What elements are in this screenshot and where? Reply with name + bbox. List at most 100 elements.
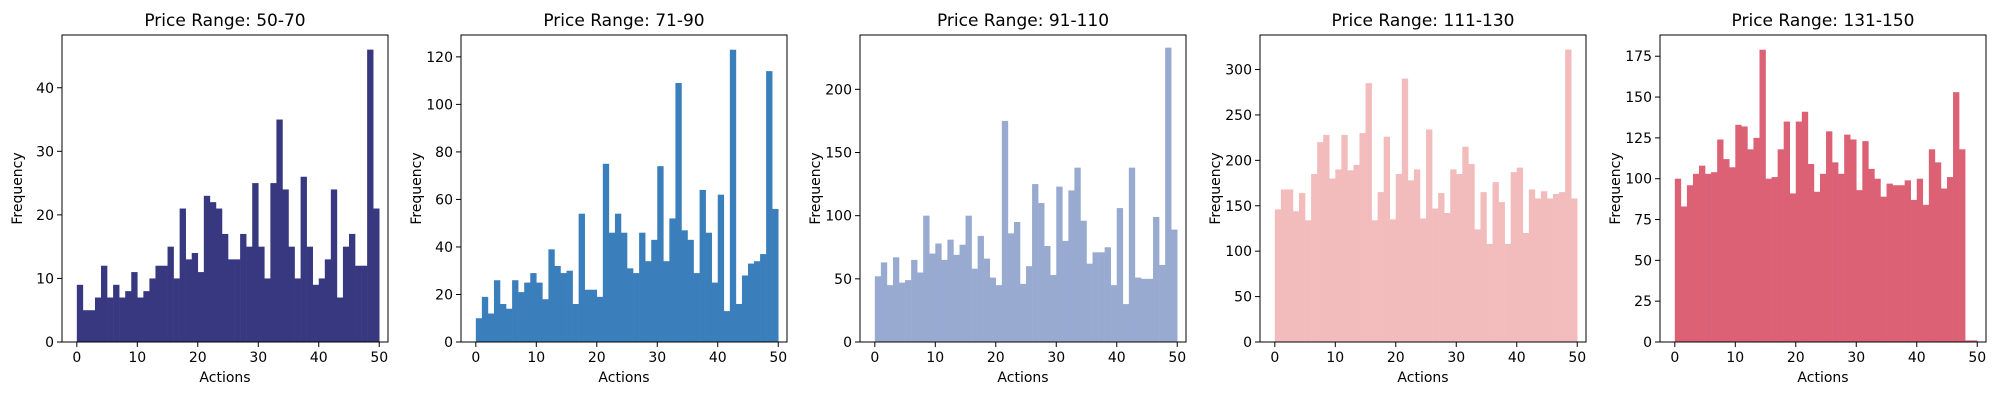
y-tick-label: 200	[825, 82, 852, 98]
histogram-bar	[367, 49, 374, 343]
histogram-bar	[1353, 164, 1360, 342]
subplot-1: Price Range: 50-70 0 10 20 30 40 50 0 10 20 30 40 Ac…	[10, 11, 389, 386]
histogram-bar	[1904, 180, 1911, 342]
histogram-bar	[1068, 190, 1075, 342]
y-tick-label: 60	[435, 192, 453, 208]
x-tick-label: 20	[987, 350, 1005, 366]
y-tick-label: 100	[1625, 172, 1652, 188]
histogram-bar	[1074, 167, 1081, 342]
y-axis-label: Frequency	[409, 152, 425, 224]
histogram-bar	[681, 230, 688, 342]
x-tick-label: 40	[709, 350, 727, 366]
histogram-bar	[1717, 139, 1724, 342]
y-tick-label: 75	[1634, 213, 1652, 229]
subplot-5: Price Range: 131-150 0 10 20 30 40 50 0 25 50 75 10…	[1608, 11, 1987, 386]
x-tick-label: 0	[471, 350, 480, 366]
histogram-bar	[687, 239, 694, 342]
x-axis-label: Actions	[997, 370, 1048, 386]
histogram-bar	[137, 297, 144, 342]
histogram-bar	[258, 246, 265, 342]
histogram-bar	[892, 257, 900, 342]
y-tick-label: 150	[1625, 90, 1652, 106]
histogram-bar	[1832, 162, 1839, 342]
histogram-bar	[1122, 304, 1130, 342]
histogram-bar	[143, 291, 150, 342]
histogram-bar	[1286, 189, 1294, 342]
histogram-bar	[1771, 177, 1778, 342]
histogram-bar	[1807, 164, 1815, 342]
chart-title: Price Range: 91-110	[937, 11, 1109, 31]
y-tick-label: 175	[1625, 49, 1652, 65]
histogram-bar	[1335, 169, 1342, 342]
histogram-bar	[911, 259, 918, 342]
y-tick-label: 0	[444, 335, 453, 351]
histogram-bar	[1280, 189, 1288, 342]
histogram-bar	[1819, 173, 1827, 342]
histogram-bar	[1104, 247, 1111, 342]
histogram-bar	[300, 176, 307, 342]
histogram-bar	[1013, 221, 1021, 342]
histogram-bar	[1292, 211, 1300, 342]
x-axis-label: Actions	[1797, 370, 1848, 386]
histogram-bar	[1492, 182, 1499, 342]
histogram-bar	[215, 208, 223, 342]
axes-frame	[61, 34, 389, 343]
histogram-bar	[754, 261, 761, 342]
x-tick-label: 30	[249, 350, 267, 366]
histogram-bar	[651, 239, 658, 342]
x-tick-label: 20	[1787, 350, 1805, 366]
histogram-bar	[1504, 243, 1511, 342]
y-tick-label: 250	[1225, 108, 1252, 124]
histogram-bar	[608, 232, 616, 342]
x-tick-label: 40	[1108, 350, 1126, 366]
histogram-bar	[276, 119, 283, 342]
histogram-bar	[1850, 139, 1857, 342]
histogram-bar	[1928, 149, 1936, 342]
y-tick-label: 50	[834, 272, 852, 288]
histogram-bar	[560, 273, 567, 342]
histogram-bar	[1940, 188, 1948, 342]
y-tick-label: 100	[1225, 244, 1252, 260]
histogram-bar	[772, 208, 779, 342]
histogram-bar	[1456, 173, 1463, 342]
histogram-bar	[1395, 173, 1403, 342]
histogram-bar	[1438, 193, 1445, 342]
histogram-bar	[717, 194, 725, 342]
axes-frame	[460, 34, 788, 343]
histogram-bar	[1759, 49, 1766, 342]
histogram-bar	[493, 280, 501, 342]
histogram-bar	[512, 280, 519, 342]
histogram-bar	[572, 303, 579, 342]
histogram-bar	[131, 272, 138, 342]
histogram-bar	[1959, 149, 1966, 342]
y-axis-label: Frequency	[10, 152, 26, 224]
histogram-bar	[1783, 121, 1791, 342]
x-tick-label: 40	[1908, 350, 1926, 366]
histogram-bar	[645, 261, 652, 342]
histogram-bar	[1553, 193, 1560, 342]
histogram-bar	[663, 261, 670, 342]
x-tick-label: 10	[527, 350, 545, 366]
histogram-bar	[1432, 208, 1439, 342]
histogram-bar	[1389, 219, 1397, 342]
histogram-bar	[1468, 163, 1475, 342]
chart-title: Price Range: 71-90	[543, 11, 704, 31]
histogram-bar	[627, 268, 634, 342]
histogram-bar	[500, 303, 507, 342]
histogram-bar	[1116, 208, 1124, 342]
histogram-bar	[1159, 264, 1166, 342]
y-tick-label: 200	[1225, 153, 1252, 169]
histogram-bar	[1522, 233, 1530, 342]
histogram-bar	[119, 297, 126, 342]
histogram-bar	[536, 282, 543, 342]
histogram-bar	[1153, 216, 1160, 342]
histogram-bar	[880, 262, 888, 342]
subplot-4: Price Range: 111-130 0 10 20 30 40 50 0 50 100 150…	[1208, 11, 1587, 386]
histogram-bar	[1299, 193, 1306, 342]
x-tick-label: 30	[648, 350, 666, 366]
y-tick-label: 150	[825, 145, 852, 161]
histogram-bar	[542, 299, 549, 342]
histogram-bar	[983, 258, 991, 342]
histogram-bar	[252, 183, 259, 342]
histogram-bar	[1426, 129, 1433, 342]
